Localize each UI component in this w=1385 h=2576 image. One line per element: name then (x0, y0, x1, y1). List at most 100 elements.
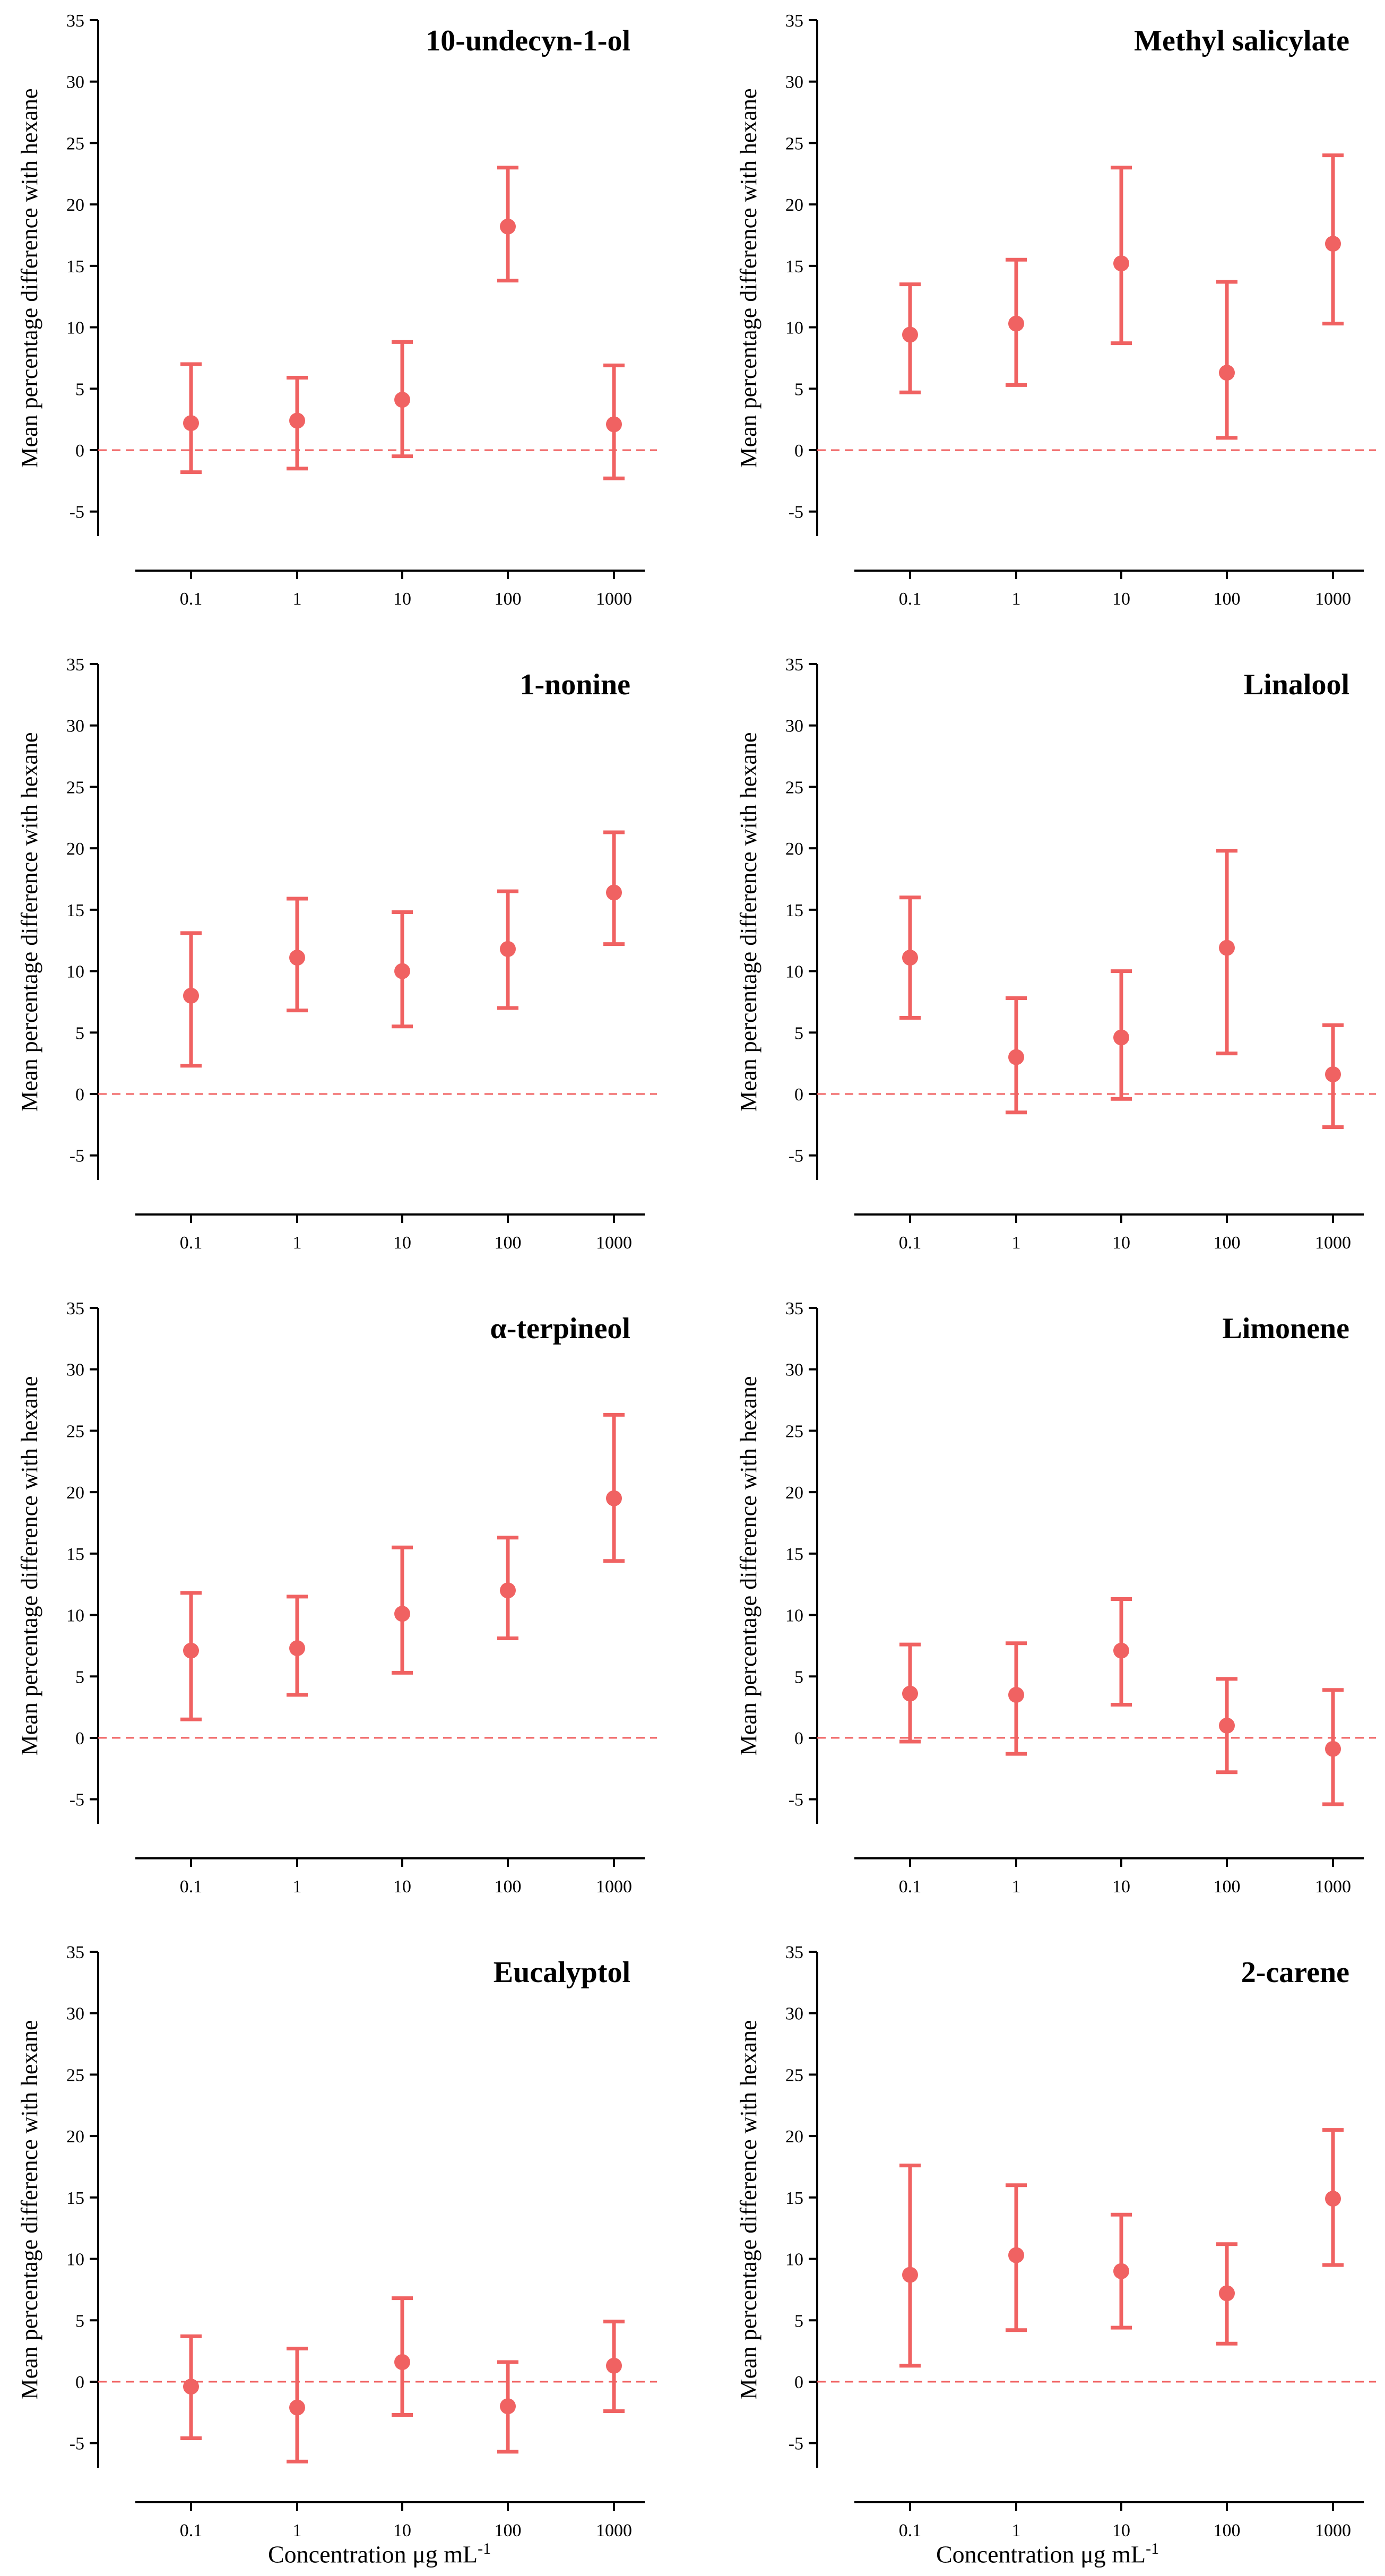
y-tick-label: 30 (785, 2004, 803, 2024)
chart-title: Limonene (1222, 1312, 1349, 1345)
x-tick-label: 100 (1214, 1877, 1241, 1897)
y-axis-label: Mean percentage difference with hexane (16, 2020, 42, 2399)
x-tick-label: 1000 (1315, 1233, 1351, 1253)
data-point (1325, 1741, 1341, 1757)
y-axis-label: Mean percentage difference with hexane (16, 88, 42, 468)
data-point (902, 2267, 918, 2283)
data-point (902, 326, 918, 343)
data-point (606, 2357, 622, 2374)
data-point (1008, 2247, 1024, 2263)
y-tick-label: 10 (66, 2250, 84, 2270)
x-tick-label: 10 (393, 1233, 411, 1253)
x-tick-label: 1000 (1315, 589, 1351, 609)
y-tick-label: -5 (70, 503, 84, 522)
chart-panel-2: 35 30 25 20 15 10 5 0 -5 0.1 1 10 100 1000 Methyl sali… (719, 0, 1385, 644)
y-tick-label: -5 (70, 2434, 84, 2454)
y-tick-label: 5 (75, 380, 84, 399)
y-tick-label: 10 (66, 318, 84, 338)
x-tick-label: 1000 (1315, 1877, 1351, 1897)
y-tick-label: 5 (794, 1667, 803, 1687)
x-tick-label: 1 (1012, 2521, 1021, 2540)
y-tick-label: 15 (785, 2189, 803, 2208)
x-tick-label: 0.1 (899, 1877, 922, 1897)
y-tick-label: 20 (66, 1483, 84, 1503)
y-tick-label: 5 (75, 2311, 84, 2331)
x-tick-label: 1000 (596, 1233, 632, 1253)
data-point (289, 950, 305, 966)
y-tick-label: 20 (66, 2127, 84, 2147)
y-tick-label: -5 (789, 503, 803, 522)
x-tick-label: 10 (1112, 1877, 1130, 1897)
y-tick-label: 20 (785, 839, 803, 859)
y-tick-label: 35 (785, 11, 803, 31)
y-tick-label: 25 (66, 134, 84, 153)
x-tick-label: 100 (495, 1233, 522, 1253)
y-tick-label: 30 (785, 73, 803, 92)
y-tick-label: 0 (794, 441, 803, 461)
x-axis-label-superscript: -1 (478, 2540, 491, 2557)
y-tick-label: 15 (66, 2189, 84, 2208)
y-tick-label: 25 (66, 2065, 84, 2085)
y-tick-label: 10 (66, 1606, 84, 1626)
x-axis-label-left: Concentration μg mL-1 (268, 2540, 491, 2568)
x-tick-label: 100 (1214, 1233, 1241, 1253)
chart-svg: 35 30 25 20 15 10 5 0 -5 0.1 1 10 100 1000 Linalool Mea… (735, 655, 1376, 1253)
chart-title: Linalool (1244, 668, 1349, 701)
data-point (394, 392, 410, 408)
y-tick-label: 5 (794, 2311, 803, 2331)
data-point (1219, 365, 1235, 381)
y-tick-label: 35 (66, 1943, 84, 1962)
data-point (1113, 255, 1129, 272)
y-tick-label: 30 (66, 717, 84, 736)
x-tick-label: 1000 (596, 589, 632, 609)
x-axis-label-text: Concentration μg mL (936, 2540, 1146, 2568)
x-tick-label: 10 (1112, 589, 1130, 609)
y-tick-label: 20 (785, 2127, 803, 2147)
data-point (1008, 1687, 1024, 1703)
y-tick-label: 35 (66, 1299, 84, 1319)
x-tick-label: 10 (393, 589, 411, 609)
data-point (1219, 1717, 1235, 1734)
y-tick-label: 25 (66, 1421, 84, 1441)
y-axis-label: Mean percentage difference with hexane (735, 1376, 761, 1755)
data-point (1325, 1066, 1341, 1082)
data-point (289, 412, 305, 429)
chart-title: 2-carene (1241, 1956, 1349, 1989)
data-point (1113, 2263, 1129, 2279)
y-tick-label: 25 (785, 1421, 803, 1441)
y-tick-label: 15 (66, 901, 84, 920)
x-tick-label: 0.1 (180, 2521, 203, 2540)
chart-panel-4: 35 30 25 20 15 10 5 0 -5 0.1 1 10 100 1000 Linalool Mea… (719, 644, 1385, 1288)
data-point (1219, 2285, 1235, 2302)
data-point (500, 218, 516, 235)
chart-panel-6: 35 30 25 20 15 10 5 0 -5 0.1 1 10 100 1000 Limonene Mea… (719, 1288, 1385, 1932)
y-tick-label: 35 (785, 655, 803, 675)
x-tick-label: 0.1 (180, 1233, 203, 1253)
y-tick-label: 25 (785, 778, 803, 797)
data-point (289, 1640, 305, 1657)
y-tick-label: 5 (75, 1023, 84, 1043)
x-axis-label-text: Concentration μg mL (268, 2540, 478, 2568)
y-tick-label: 35 (785, 1943, 803, 1962)
y-tick-label: -5 (789, 1790, 803, 1810)
y-axis-label: Mean percentage difference with hexane (735, 2020, 761, 2399)
y-tick-label: 15 (66, 257, 84, 277)
y-tick-label: 20 (66, 195, 84, 215)
chart-title: Methyl salicylate (1134, 24, 1349, 57)
y-tick-label: 20 (785, 195, 803, 215)
y-tick-label: 35 (785, 1299, 803, 1319)
x-tick-label: 100 (495, 1877, 522, 1897)
y-tick-label: 30 (66, 1360, 84, 1380)
chart-title: 1-nonine (520, 668, 631, 701)
x-tick-label: 1 (1012, 1877, 1021, 1897)
chart-panel-1: 35 30 25 20 15 10 5 0 -5 0.1 1 10 100 1000 10-undecyn-… (0, 0, 692, 644)
y-tick-label: 5 (794, 1023, 803, 1043)
x-tick-label: 100 (495, 589, 522, 609)
chart-svg: 35 30 25 20 15 10 5 0 -5 0.1 1 10 100 1000 Eucalyptol M… (16, 1943, 657, 2540)
chart-panel-7: 35 30 25 20 15 10 5 0 -5 0.1 1 10 100 1000 Eucalyptol M… (0, 1932, 692, 2575)
data-point (183, 415, 199, 432)
chart-svg: 35 30 25 20 15 10 5 0 -5 0.1 1 10 100 1000 1-nonine Mea… (16, 655, 657, 1253)
data-point (606, 416, 622, 433)
y-axis-label: Mean percentage difference with hexane (735, 732, 761, 1112)
